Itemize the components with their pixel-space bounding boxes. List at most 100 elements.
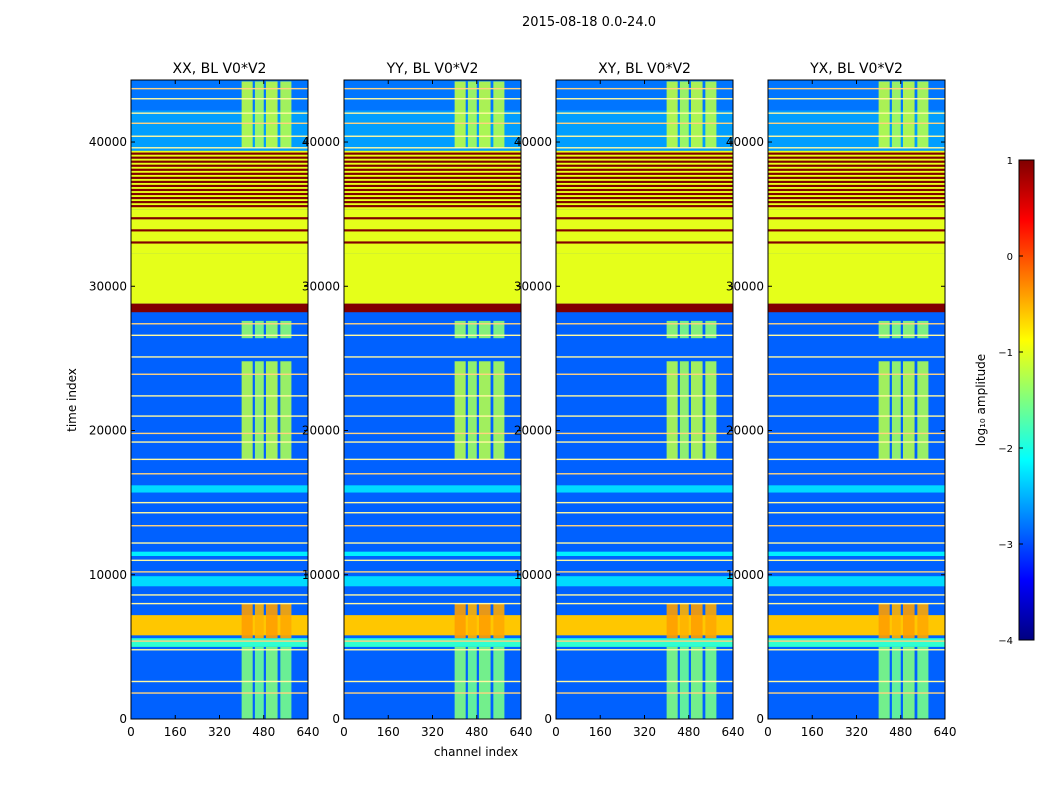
flag-line xyxy=(768,473,945,475)
y-tick-label: 10000 xyxy=(302,568,340,582)
rfi-block xyxy=(705,361,717,460)
rfi-block xyxy=(690,81,703,148)
x-tick-label: 0 xyxy=(340,725,348,739)
heatmap-time-band xyxy=(556,253,733,304)
flag-line xyxy=(344,458,521,461)
rfi-block xyxy=(917,603,929,639)
heatmap-time-band xyxy=(768,150,945,210)
flag-line xyxy=(344,395,521,397)
flag-stripe xyxy=(768,196,945,200)
flag-line xyxy=(556,458,733,461)
y-tick-label: 0 xyxy=(332,712,340,726)
y-tick-label: 20000 xyxy=(89,424,127,438)
x-tick-label: 0 xyxy=(127,725,135,739)
flag-line xyxy=(344,640,521,642)
flag-stripe xyxy=(768,172,945,175)
heatmap-time-band xyxy=(344,150,521,210)
rfi-block xyxy=(705,81,717,148)
flag-line xyxy=(131,680,308,683)
flag-stripe xyxy=(768,176,945,179)
flag-line xyxy=(131,87,308,90)
flag-line xyxy=(556,373,733,375)
rfi-block xyxy=(493,81,505,148)
flag-line xyxy=(768,323,945,325)
rfi-block xyxy=(467,646,477,719)
x-tick-label: 640 xyxy=(297,725,320,739)
flag-stripe xyxy=(344,229,521,232)
flag-stripe xyxy=(556,152,733,155)
y-tick-label: 20000 xyxy=(726,424,764,438)
rfi-block xyxy=(690,361,703,460)
flag-line xyxy=(556,135,733,137)
rfi-block xyxy=(902,81,915,148)
flag-line xyxy=(131,147,308,149)
flag-line xyxy=(768,501,945,504)
rfi-block xyxy=(254,320,264,339)
y-tick-label: 0 xyxy=(544,712,552,726)
flag-line xyxy=(344,525,521,527)
flag-line xyxy=(344,323,521,325)
flag-line xyxy=(344,122,521,124)
flag-line xyxy=(556,356,733,358)
flag-stripe xyxy=(556,156,733,159)
x-tick-label: 320 xyxy=(845,725,868,739)
x-tick-label: 160 xyxy=(377,725,400,739)
heatmap-time-band xyxy=(131,303,308,313)
heatmap-time-band xyxy=(768,253,945,304)
flag-stripe xyxy=(344,176,521,179)
flag-line xyxy=(768,680,945,683)
y-tick-label: 30000 xyxy=(302,279,340,293)
rfi-block xyxy=(902,320,915,339)
rfi-block xyxy=(254,361,264,460)
panel-title: YX, BL V0*V2 xyxy=(809,61,903,77)
flag-stripe xyxy=(131,176,308,179)
heatmap-time-band xyxy=(344,110,521,151)
flag-line xyxy=(768,441,945,443)
flag-line xyxy=(131,559,308,562)
rfi-block xyxy=(493,361,505,460)
flag-line xyxy=(344,87,521,90)
panel-title: XX, BL V0*V2 xyxy=(173,61,267,77)
rfi-block xyxy=(254,603,264,639)
flag-line xyxy=(344,559,521,562)
y-tick-label: 10000 xyxy=(89,568,127,582)
flag-stripe xyxy=(768,160,945,163)
rfi-block xyxy=(467,81,477,148)
flag-line xyxy=(344,473,521,475)
flag-line xyxy=(556,415,733,417)
flag-stripe xyxy=(131,160,308,163)
flag-stripe xyxy=(131,172,308,175)
flag-stripe xyxy=(344,168,521,171)
flag-line xyxy=(768,415,945,417)
flag-line xyxy=(768,135,945,137)
flag-stripe xyxy=(556,205,733,208)
flag-stripe xyxy=(768,192,945,196)
rfi-block xyxy=(666,361,678,460)
y-tick-label: 0 xyxy=(119,712,127,726)
flag-line xyxy=(131,542,308,544)
rfi-block xyxy=(467,361,477,460)
rfi-block xyxy=(478,646,491,719)
flag-line xyxy=(768,395,945,397)
flag-line xyxy=(131,473,308,475)
flag-line xyxy=(344,147,521,149)
flag-line xyxy=(768,640,945,642)
y-tick-label: 10000 xyxy=(726,568,764,582)
flag-line xyxy=(344,542,521,544)
panel-title: YY, BL V0*V2 xyxy=(386,61,479,77)
flag-line xyxy=(344,680,521,683)
flag-line xyxy=(131,373,308,375)
heatmap-time-band xyxy=(556,150,733,210)
y-tick-label: 40000 xyxy=(514,135,552,149)
flag-line xyxy=(556,649,733,651)
y-tick-label: 30000 xyxy=(514,279,552,293)
flag-line xyxy=(556,571,733,573)
y-tick-label: 20000 xyxy=(514,424,552,438)
flag-stripe xyxy=(768,217,945,220)
flag-line xyxy=(768,147,945,149)
flag-line xyxy=(556,147,733,149)
y-tick-label: 20000 xyxy=(302,424,340,438)
flag-line xyxy=(556,98,733,100)
rfi-block xyxy=(891,320,901,339)
heatmap-time-band xyxy=(768,110,945,151)
